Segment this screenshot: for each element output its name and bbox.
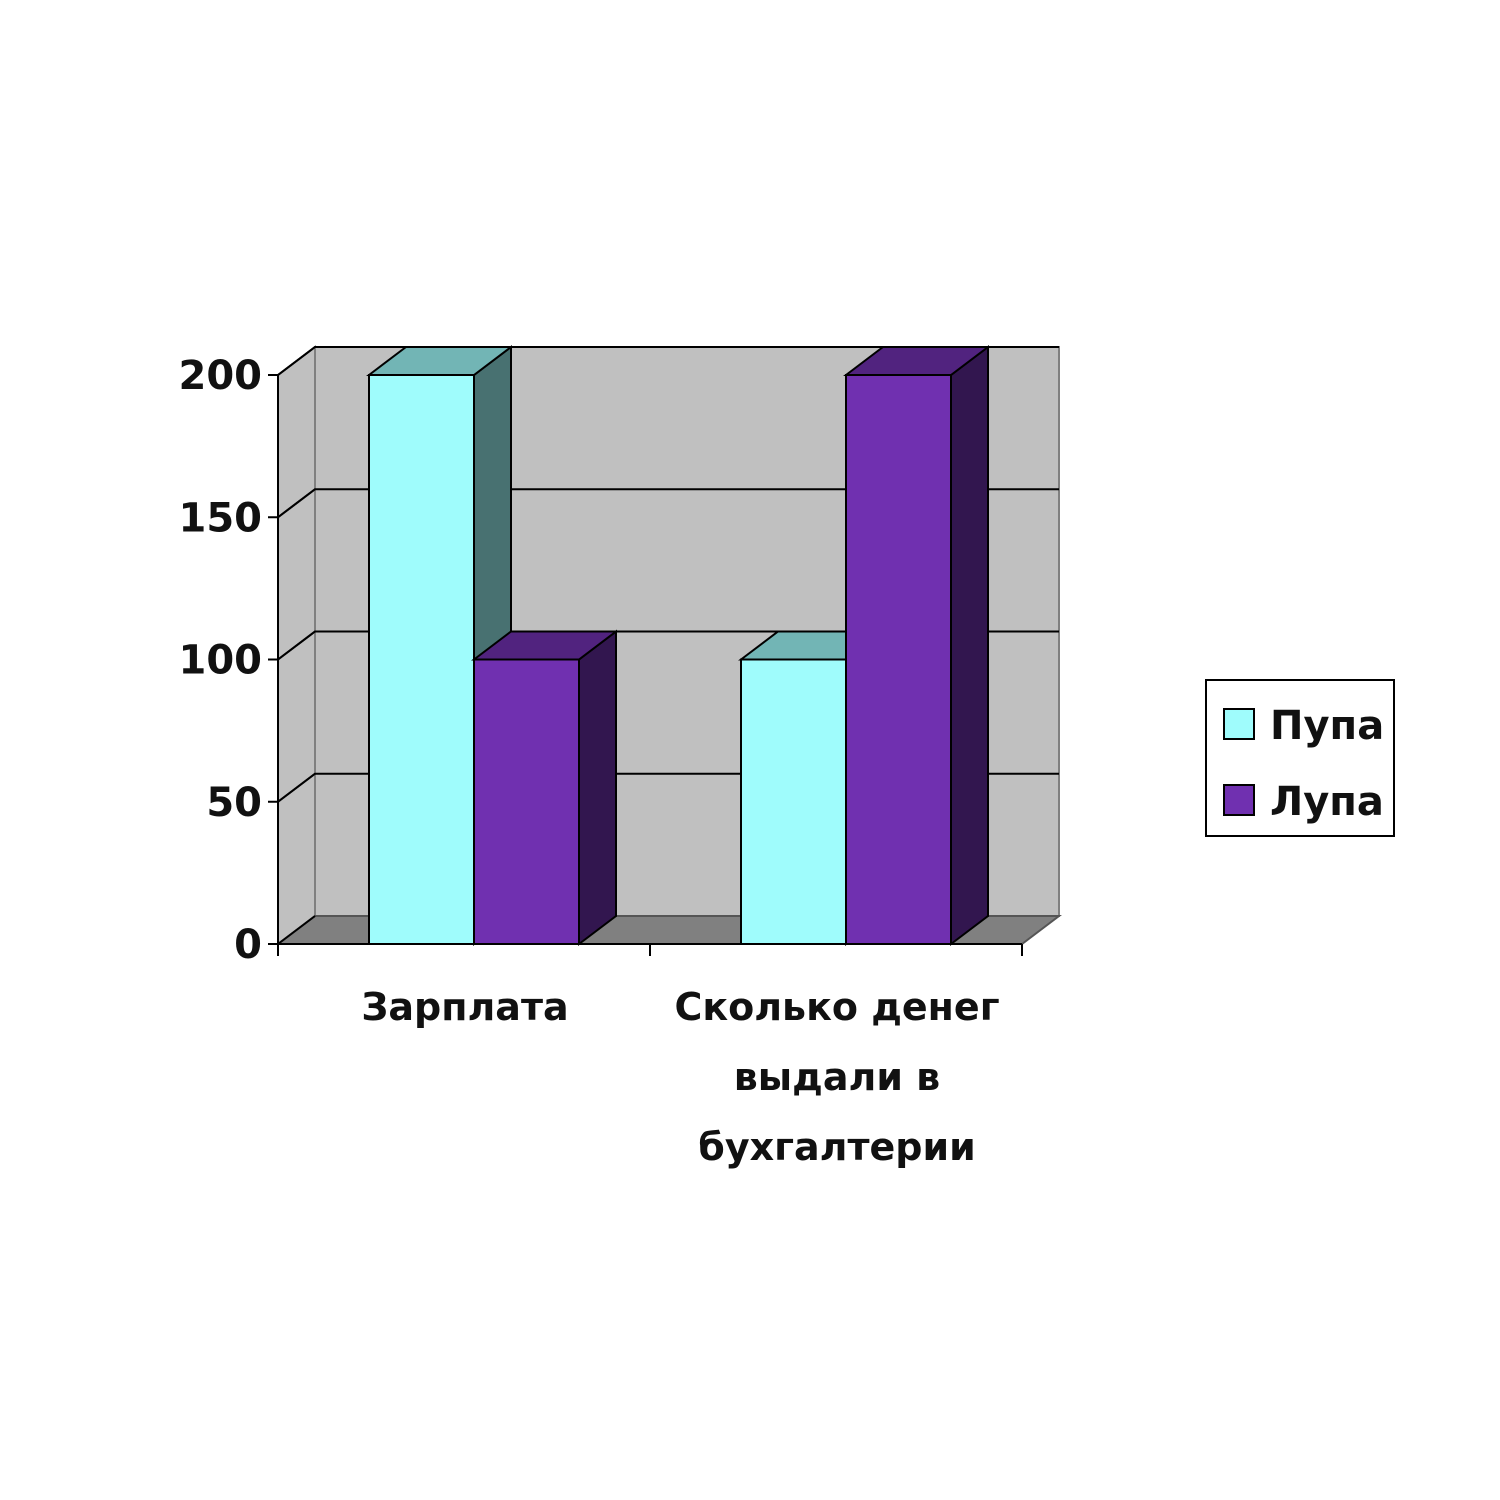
category-label-line: выдали в bbox=[734, 1055, 940, 1099]
legend: Пупа Лупа bbox=[1205, 679, 1395, 837]
y-tick-depth bbox=[277, 488, 316, 519]
category-label-line: Сколько денег bbox=[674, 985, 999, 1029]
y-tick-depth bbox=[277, 346, 316, 376]
category-label: Сколько денег выдали в бухгалтерии bbox=[674, 985, 999, 1169]
bar bbox=[843, 344, 991, 947]
bar-front bbox=[845, 374, 952, 945]
y-tick-label: 0 bbox=[234, 922, 262, 968]
axes bbox=[268, 346, 1023, 956]
y-tick-labels: 0 50 100 150 200 bbox=[179, 353, 263, 968]
y-tick-depth bbox=[277, 630, 316, 661]
category-label-line: Зарплата bbox=[361, 985, 568, 1029]
bar-side bbox=[578, 629, 617, 947]
y-tick-label: 100 bbox=[179, 638, 263, 684]
legend-swatch bbox=[1223, 784, 1255, 816]
y-tick-label: 50 bbox=[206, 780, 262, 826]
y-tick-depth bbox=[277, 772, 316, 803]
category-label: Зарплата bbox=[361, 985, 568, 1029]
y-tick-depth bbox=[277, 915, 316, 945]
y-tick-label: 200 bbox=[179, 353, 263, 399]
category-label-line: бухгалтерии bbox=[698, 1125, 975, 1169]
bar-front bbox=[740, 658, 847, 945]
bar-front bbox=[368, 374, 475, 945]
bar bbox=[471, 629, 619, 947]
category-labels: Зарплата Сколько денег выдали в бухгалтерии bbox=[361, 985, 999, 1169]
legend-label: Лупа bbox=[1270, 779, 1384, 825]
legend-swatch bbox=[1223, 708, 1255, 740]
bar-side bbox=[950, 344, 989, 947]
bar-front bbox=[473, 658, 580, 945]
legend-label: Пупа bbox=[1270, 703, 1384, 749]
y-tick-label: 150 bbox=[179, 495, 263, 541]
bars bbox=[366, 344, 991, 947]
